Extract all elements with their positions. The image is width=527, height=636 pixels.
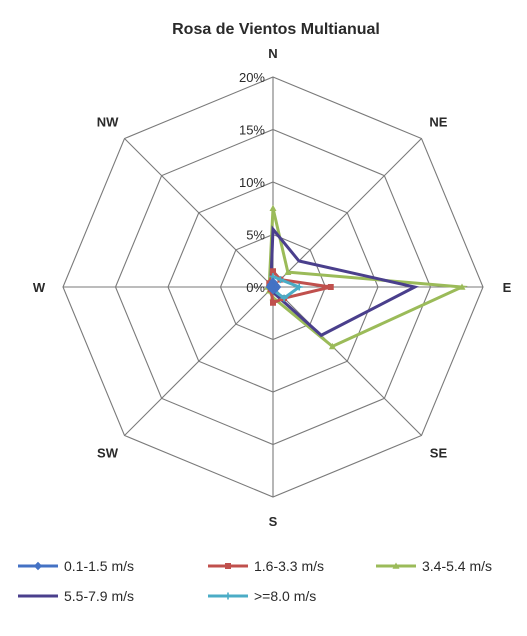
direction-label: NE [429, 115, 447, 130]
legend-label: 0.1-1.5 m/s [64, 558, 134, 574]
series-group [264, 204, 468, 350]
grid-spoke [124, 286, 274, 436]
data-point [270, 299, 276, 306]
radial-tick-labels: 0% 5% 10% 15% 20% [239, 70, 265, 295]
legend-item: 1.6-3.3 m/s [208, 558, 324, 574]
direction-label: NW [97, 115, 119, 130]
radar-grid [62, 76, 484, 498]
legend-label: 3.4-5.4 m/s [422, 558, 492, 574]
tick-label: 5% [246, 228, 265, 243]
data-point [224, 592, 232, 600]
data-point [295, 283, 303, 291]
direction-label: W [33, 280, 46, 295]
data-point [270, 268, 276, 275]
direction-label: N [268, 46, 277, 61]
legend-item: >=8.0 m/s [208, 588, 316, 604]
data-point [458, 283, 466, 290]
data-point [225, 563, 231, 569]
direction-labels: N NE E SE S SW W NW [33, 46, 512, 529]
direction-label: S [269, 514, 278, 529]
grid-spoke [272, 286, 422, 436]
data-point [33, 561, 43, 571]
direction-label: SW [97, 445, 119, 460]
legend-label: 1.6-3.3 m/s [254, 558, 324, 574]
grid-spoke [124, 138, 274, 288]
series-1 [265, 277, 282, 295]
data-point [284, 268, 292, 275]
tick-label: 0% [246, 280, 265, 295]
legend-label: 5.5-7.9 m/s [64, 588, 134, 604]
chart-title: Rosa de Vientos Multianual [172, 21, 380, 38]
tick-label: 15% [239, 123, 265, 138]
data-point [269, 204, 277, 212]
data-point [266, 280, 275, 289]
legend-item: 3.4-5.4 m/s [376, 558, 492, 574]
data-point [327, 284, 334, 290]
grid-spoke [272, 138, 422, 288]
data-point [280, 294, 288, 302]
legend-item: 5.5-7.9 m/s [18, 588, 134, 604]
data-point [328, 342, 336, 350]
data-point [392, 562, 400, 569]
tick-label: 10% [239, 175, 265, 190]
direction-label: SE [430, 445, 448, 460]
legend: 0.1-1.5 m/s 1.6-3.3 m/s 3.4-5.4 m/s 5.5-7.9… [18, 558, 492, 604]
legend-label: >=8.0 m/s [254, 588, 316, 604]
direction-label: E [503, 280, 512, 295]
legend-item: 0.1-1.5 m/s [18, 558, 134, 574]
data-point [276, 276, 284, 284]
tick-label: 20% [239, 70, 265, 85]
